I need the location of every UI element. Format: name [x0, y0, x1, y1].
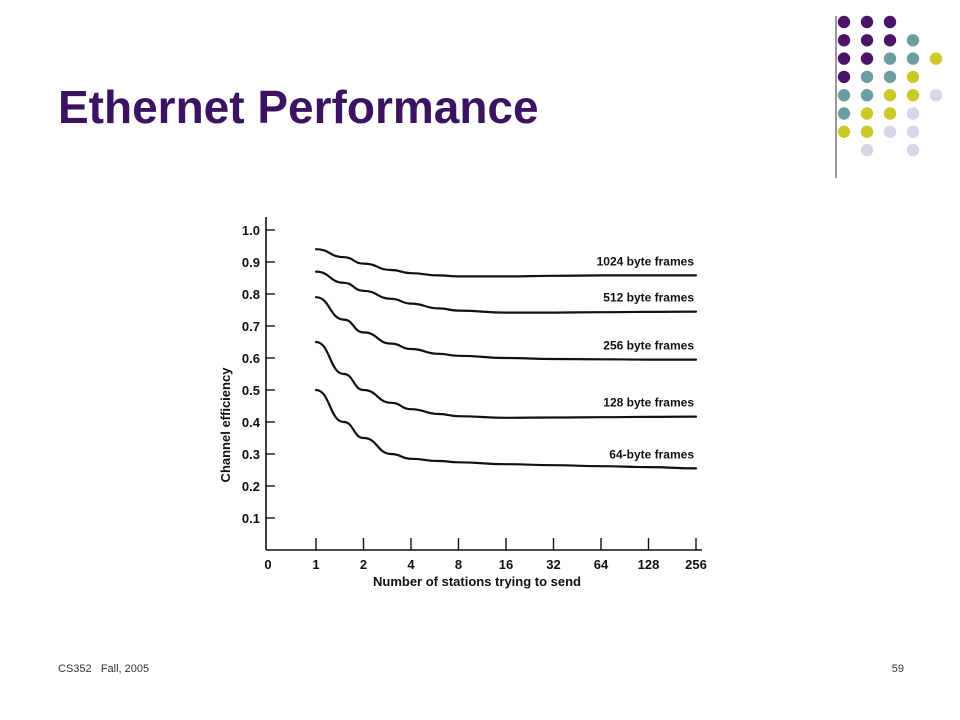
decoration-dot	[837, 15, 851, 29]
x-tick-label: 1	[312, 557, 319, 572]
y-tick-label: 1.0	[242, 223, 260, 238]
y-tick-label: 0.9	[242, 255, 260, 270]
series-line	[314, 270, 698, 314]
x-tick-label: 2	[360, 557, 367, 572]
decoration-dot	[883, 107, 897, 120]
decoration-dot	[906, 143, 920, 157]
decoration-dot	[837, 52, 851, 65]
decoration-dot	[906, 52, 920, 65]
y-tick-label: 0.6	[242, 351, 260, 366]
y-tick-label: 0.4	[242, 415, 261, 430]
series-label: 128 byte frames	[603, 396, 694, 410]
x-tick-label: 8	[455, 557, 462, 572]
decoration-dot	[860, 70, 874, 84]
decoration-dot	[883, 125, 897, 138]
x-tick-label: 32	[546, 557, 560, 572]
footer-course-info: CS352 Fall, 2005	[58, 663, 149, 675]
ethernet-efficiency-chart: 0.1 0.2 0.3 0.4 0.5 0.6 0.7 0.8 0.9 1.0 0 1 2 4 8 16 32 6…	[200, 195, 740, 605]
decoration-dot	[906, 125, 920, 138]
axes	[265, 217, 702, 551]
decoration-dot	[883, 70, 897, 84]
decoration-dot	[860, 89, 874, 102]
decoration-dot	[906, 107, 920, 120]
dot-pattern-decoration	[835, 15, 943, 178]
y-tick-label: 0.3	[242, 447, 260, 462]
page-number: 59	[891, 663, 904, 675]
x-tick-label: 64	[594, 557, 609, 572]
series-line	[314, 340, 698, 419]
decoration-dot	[860, 15, 874, 29]
series-label: 64-byte frames	[609, 447, 694, 461]
decoration-dot	[837, 70, 851, 84]
decoration-dot	[860, 34, 874, 47]
x-tick-label: 16	[499, 557, 513, 572]
decoration-dot	[837, 125, 851, 138]
series-line	[314, 388, 698, 470]
series-labels: 1024 byte frames 512 byte frames 256 byte …	[597, 254, 695, 461]
series-label: 1024 byte frames	[597, 254, 695, 268]
decoration-dot	[860, 107, 874, 120]
decoration-dot	[883, 52, 897, 65]
y-tick-label: 0.5	[242, 383, 260, 398]
decoration-dot	[906, 89, 920, 102]
decoration-dot	[906, 70, 920, 84]
decoration-dot	[883, 15, 897, 29]
x-tick-label: 128	[638, 557, 660, 572]
chart-svg: 0.1 0.2 0.3 0.4 0.5 0.6 0.7 0.8 0.9 1.0 0 1 2 4 8 16 32 6…	[218, 217, 707, 589]
y-tick-label: 0.8	[242, 287, 260, 302]
footer-course: CS352	[58, 663, 92, 675]
ticks: 0.1 0.2 0.3 0.4 0.5 0.6 0.7 0.8 0.9 1.0 0 1 2 4 8 16 32 6…	[242, 223, 707, 572]
series-lines	[314, 248, 698, 470]
x-axis-label: Number of stations trying to send	[373, 574, 581, 589]
decoration-dot	[883, 34, 897, 47]
decoration-dot	[837, 34, 851, 47]
decoration-dot	[837, 107, 851, 120]
y-tick-label: 0.7	[242, 319, 260, 334]
decoration-dot	[837, 89, 851, 102]
decoration-dot	[906, 34, 920, 47]
series-line	[314, 248, 698, 278]
x-tick-label: 4	[407, 557, 415, 572]
y-axis-label: Channel efficiency	[218, 367, 233, 483]
x-origin-label: 0	[264, 557, 271, 572]
slide-title: Ethernet Performance	[58, 81, 539, 133]
footer-term: Fall, 2005	[100, 663, 150, 675]
series-label: 256 byte frames	[603, 339, 694, 353]
decoration-dot	[883, 89, 897, 102]
decoration-dot	[929, 52, 943, 65]
series-label: 512 byte frames	[603, 291, 694, 305]
decoration-dot	[860, 143, 874, 157]
y-tick-label: 0.1	[242, 511, 260, 526]
decoration-dot	[860, 52, 874, 65]
decoration-dot	[860, 125, 874, 138]
decoration-dot	[929, 89, 943, 102]
series-line	[314, 296, 698, 361]
y-tick-label: 0.2	[242, 479, 260, 494]
x-tick-label: 256	[685, 557, 707, 572]
